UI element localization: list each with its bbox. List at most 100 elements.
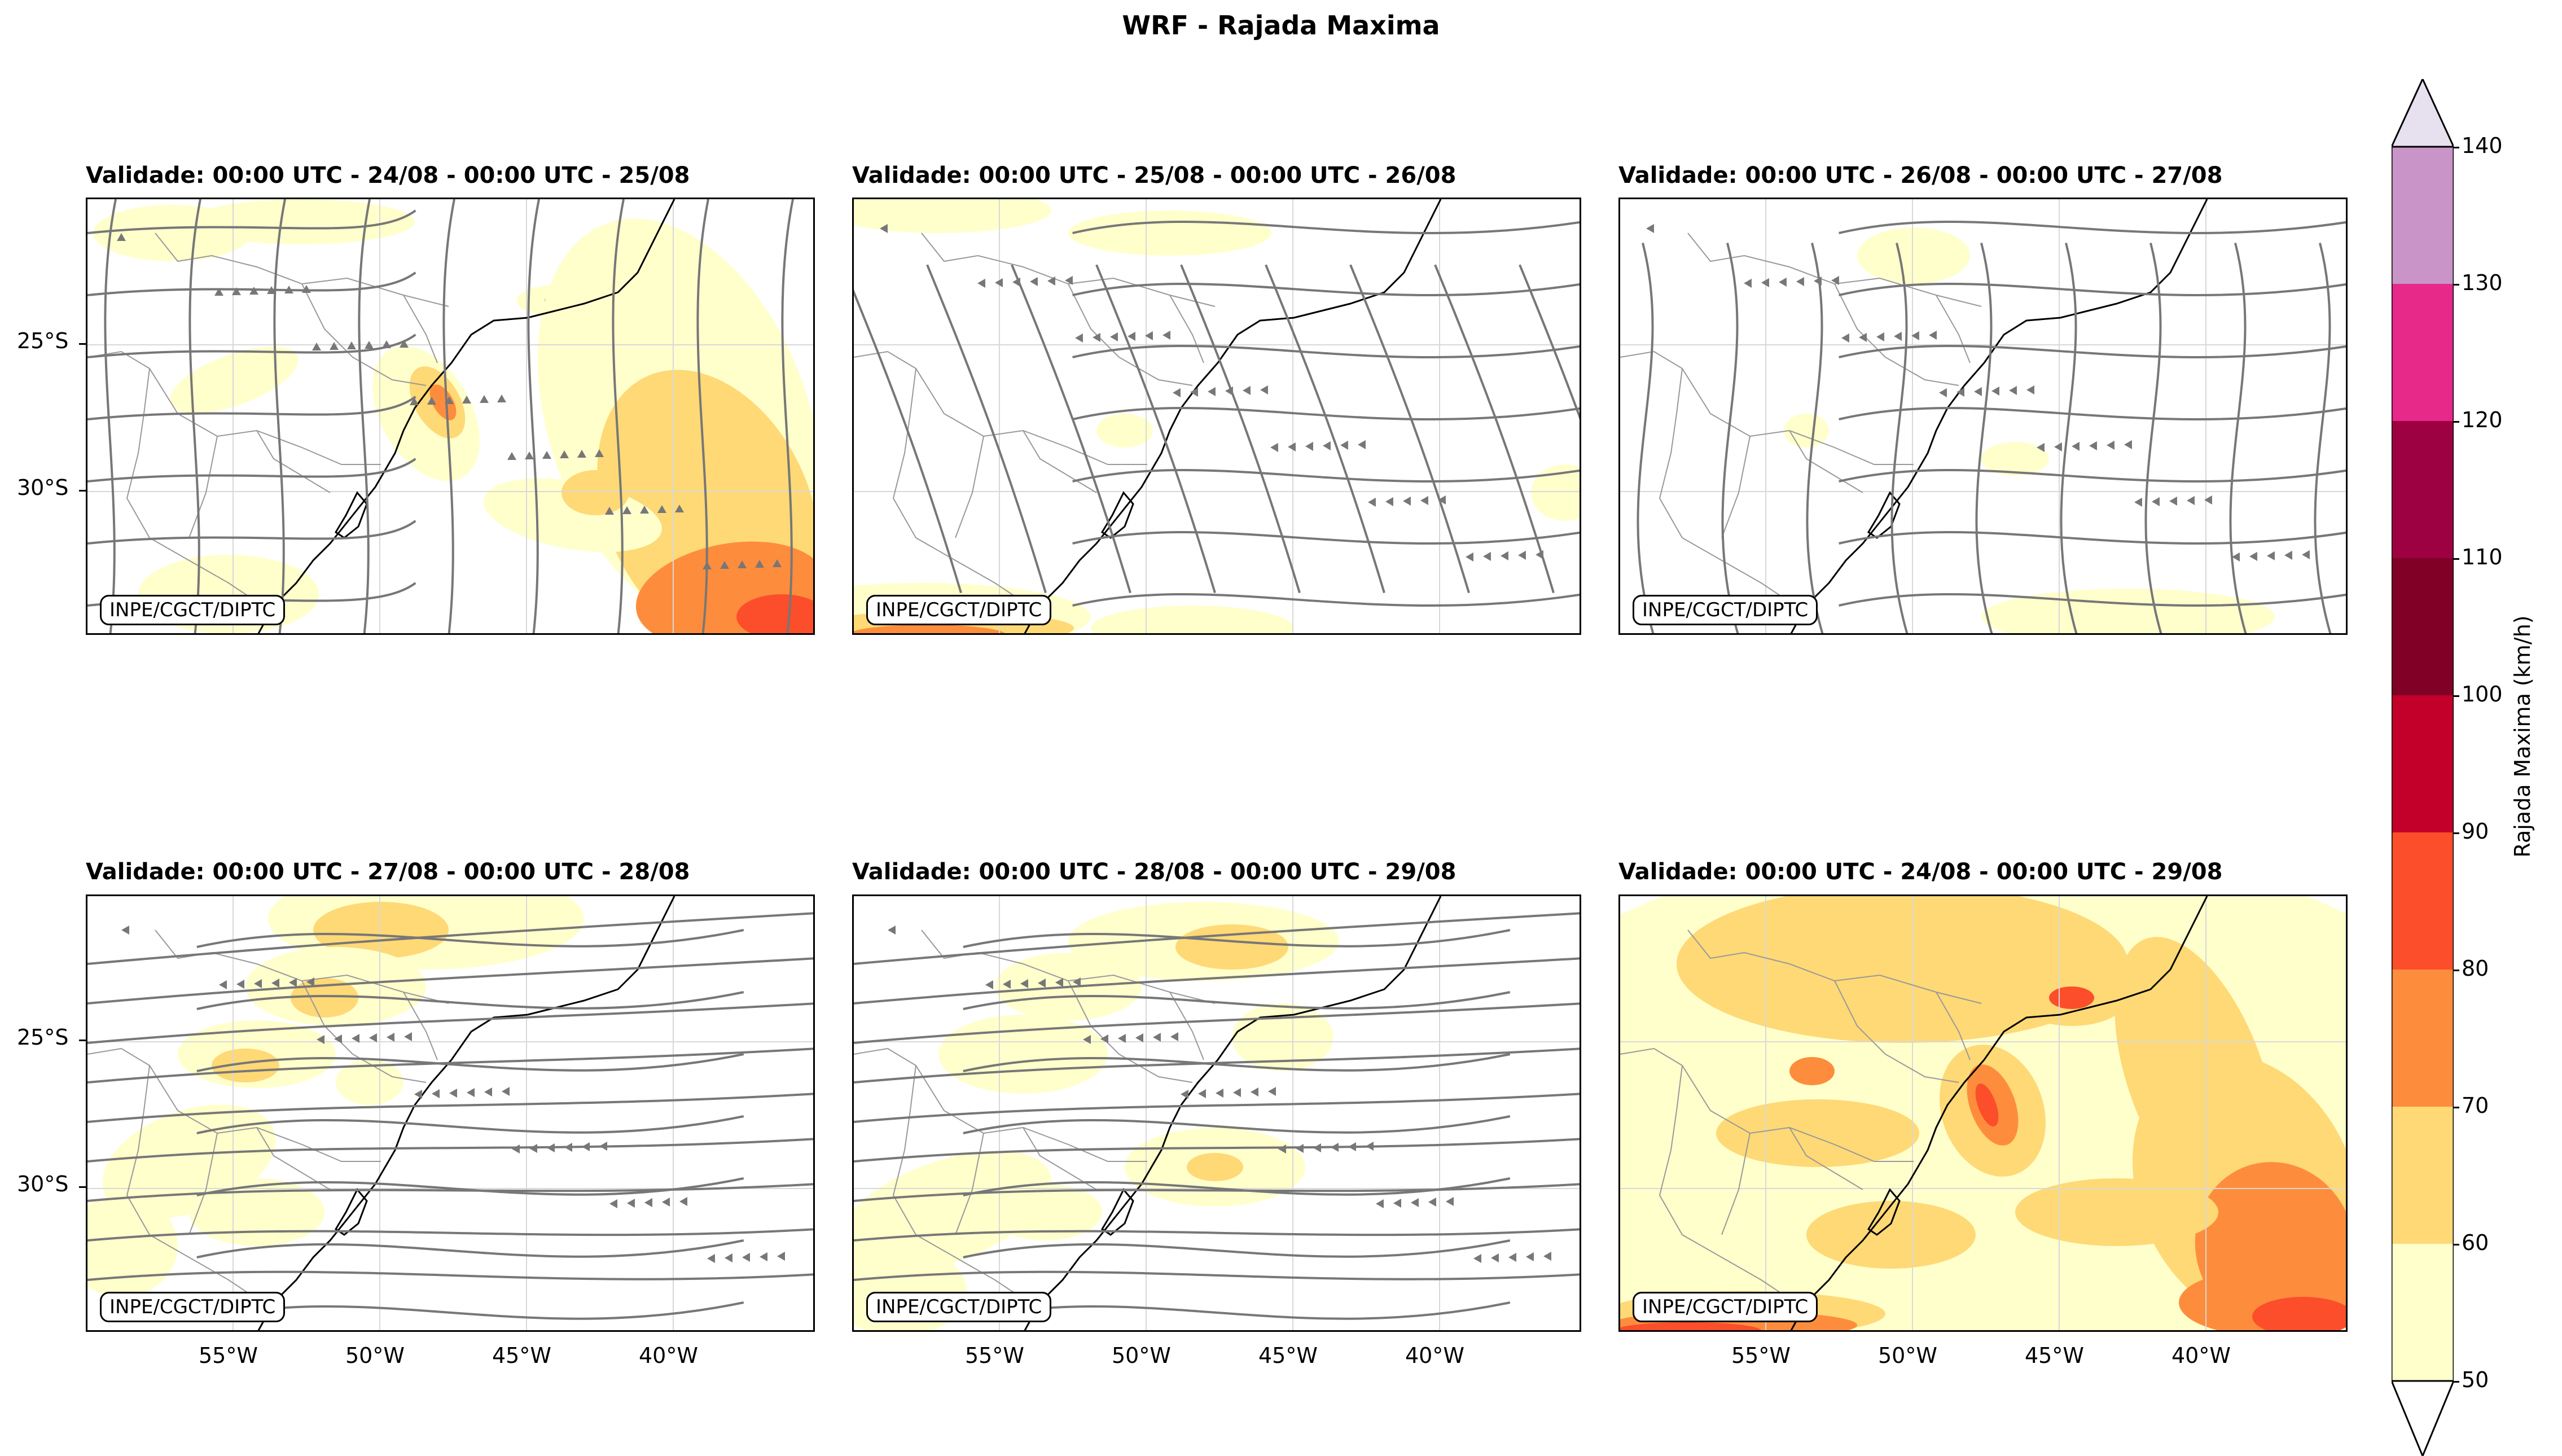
tick-mark bbox=[2454, 284, 2459, 286]
colorbar-tick-label: 60 bbox=[2462, 1230, 2489, 1255]
colorbar-segment bbox=[2392, 1244, 2454, 1381]
map-canvas-4 bbox=[87, 896, 813, 1330]
colorbar-extend-max bbox=[2392, 79, 2454, 148]
map-panel-2: INPE/CGCT/DIPTC bbox=[852, 198, 1581, 635]
colorbar bbox=[2392, 79, 2454, 1456]
map-canvas-1 bbox=[87, 199, 813, 633]
colorbar-segment bbox=[2392, 421, 2454, 558]
coastline bbox=[1790, 199, 2208, 633]
panel-title-6: Validade: 00:00 UTC - 24/08 - 00:00 UTC … bbox=[1618, 859, 2223, 885]
lon-tick-label: 50°W bbox=[345, 1343, 405, 1368]
colorbar-segment bbox=[2392, 284, 2454, 421]
state-borders bbox=[87, 233, 449, 606]
credit-label: INPE/CGCT/DIPTC bbox=[1633, 595, 1818, 625]
map-panel-5: INPE/CGCT/DIPTC bbox=[852, 894, 1581, 1332]
coastline bbox=[1024, 896, 1442, 1330]
panel-title-3: Validade: 00:00 UTC - 26/08 - 00:00 UTC … bbox=[1618, 163, 2223, 188]
colorbar-tick-label: 120 bbox=[2462, 407, 2503, 432]
colorbar-tick-label: 90 bbox=[2462, 819, 2489, 844]
panel-title-5: Validade: 00:00 UTC - 28/08 - 00:00 UTC … bbox=[852, 859, 1457, 885]
panel-title-1: Validade: 00:00 UTC - 24/08 - 00:00 UTC … bbox=[86, 163, 690, 188]
credit-label: INPE/CGCT/DIPTC bbox=[866, 595, 1052, 625]
lon-tick-label: 45°W bbox=[492, 1343, 551, 1368]
lagoon bbox=[1867, 491, 1901, 539]
map-canvas-3 bbox=[1620, 199, 2346, 633]
tick-mark bbox=[79, 490, 86, 492]
credit-label: INPE/CGCT/DIPTC bbox=[100, 595, 286, 625]
lon-tick-label: 55°W bbox=[199, 1343, 258, 1368]
colorbar-tick-label: 130 bbox=[2462, 270, 2503, 295]
state-borders bbox=[1620, 233, 1982, 606]
lagoon bbox=[334, 1188, 368, 1236]
credit-label: INPE/CGCT/DIPTC bbox=[100, 1292, 286, 1322]
map-panel-3: INPE/CGCT/DIPTC bbox=[1618, 198, 2348, 635]
map-canvas-5 bbox=[854, 896, 1580, 1330]
tick-mark bbox=[2454, 1244, 2459, 1246]
lon-tick-label: 55°W bbox=[965, 1343, 1024, 1368]
streamlines bbox=[854, 912, 1580, 1321]
colorbar-tick-label: 80 bbox=[2462, 956, 2489, 981]
credit-label: INPE/CGCT/DIPTC bbox=[1633, 1292, 1818, 1322]
tick-mark bbox=[2454, 970, 2459, 971]
tick-mark bbox=[2454, 695, 2459, 697]
lagoon bbox=[1100, 491, 1134, 539]
lagoon bbox=[1867, 1188, 1901, 1236]
lon-tick-label: 40°W bbox=[2171, 1343, 2231, 1368]
map-panel-4: INPE/CGCT/DIPTC bbox=[86, 894, 815, 1332]
tick-mark bbox=[2454, 421, 2459, 423]
lon-tick-label: 50°W bbox=[1878, 1343, 1937, 1368]
lat-tick-label: 25°S bbox=[17, 328, 69, 353]
figure-title: WRF - Rajada Maxima bbox=[1122, 10, 1440, 41]
gridlines bbox=[854, 199, 1580, 633]
tick-mark bbox=[2454, 147, 2459, 148]
colorbar-tick-label: 110 bbox=[2462, 545, 2503, 569]
tick-mark bbox=[2454, 832, 2459, 834]
colorbar-tick-label: 100 bbox=[2462, 682, 2503, 707]
coastline bbox=[257, 199, 675, 633]
colorbar-label: Rajada Maxima (km/h) bbox=[2510, 615, 2535, 858]
coastline bbox=[257, 896, 675, 1330]
streamlines bbox=[854, 221, 1580, 616]
colorbar-segment bbox=[2392, 970, 2454, 1107]
map-canvas-2 bbox=[854, 199, 1580, 633]
tick-mark bbox=[79, 343, 86, 345]
tick-mark bbox=[79, 1186, 86, 1188]
coastline bbox=[1024, 199, 1442, 633]
streamlines bbox=[1637, 221, 2346, 633]
panel-title-2: Validade: 00:00 UTC - 25/08 - 00:00 UTC … bbox=[852, 163, 1457, 188]
gridlines bbox=[1620, 896, 2346, 1330]
colorbar-segment bbox=[2392, 147, 2454, 284]
lon-tick-label: 45°W bbox=[1258, 1343, 1318, 1368]
lat-tick-label: 30°S bbox=[17, 475, 69, 500]
lon-tick-label: 55°W bbox=[1731, 1343, 1791, 1368]
colorbar-extend-min bbox=[2392, 1380, 2454, 1456]
gridlines bbox=[87, 896, 813, 1330]
gust-field bbox=[854, 199, 1580, 633]
lon-tick-label: 50°W bbox=[1112, 1343, 1171, 1368]
tick-mark bbox=[2454, 1381, 2459, 1383]
map-panel-1: INPE/CGCT/DIPTC bbox=[86, 198, 815, 635]
map-panel-6: INPE/CGCT/DIPTC bbox=[1618, 894, 2348, 1332]
colorbar-tick-label: 70 bbox=[2462, 1093, 2489, 1118]
colorbar-segment bbox=[2392, 1107, 2454, 1244]
gust-field bbox=[87, 896, 584, 1297]
streamlines bbox=[87, 199, 794, 633]
colorbar-segment bbox=[2392, 695, 2454, 832]
panel-title-4: Validade: 00:00 UTC - 27/08 - 00:00 UTC … bbox=[86, 859, 690, 885]
colorbar-segment bbox=[2392, 832, 2454, 970]
lagoon bbox=[1100, 1188, 1134, 1236]
tick-mark bbox=[79, 1040, 86, 1041]
state-borders bbox=[854, 233, 1216, 606]
coastline bbox=[1790, 896, 2208, 1330]
colorbar-tick-label: 50 bbox=[2462, 1367, 2489, 1392]
lon-tick-label: 40°W bbox=[1405, 1343, 1464, 1368]
state-borders bbox=[1620, 929, 1982, 1303]
gridlines bbox=[1620, 199, 2346, 633]
lon-tick-label: 45°W bbox=[2025, 1343, 2084, 1368]
gust-field bbox=[1784, 227, 2275, 633]
colorbar-segment bbox=[2392, 558, 2454, 695]
lat-tick-label: 25°S bbox=[17, 1025, 69, 1050]
map-canvas-6 bbox=[1620, 896, 2346, 1330]
gust-field bbox=[1620, 896, 2346, 1330]
lon-tick-label: 40°W bbox=[639, 1343, 698, 1368]
